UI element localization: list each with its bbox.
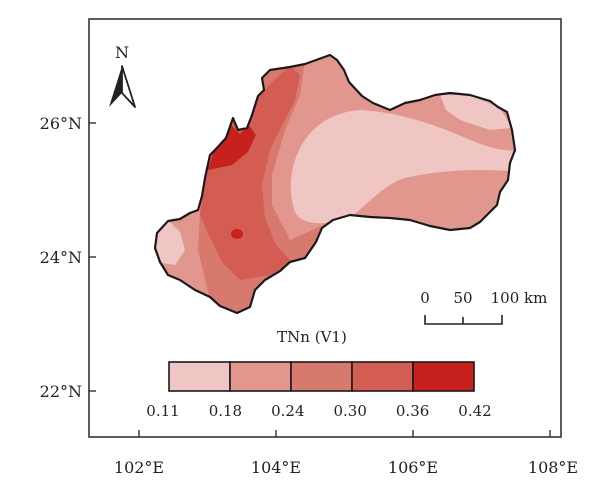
north-label: N (115, 43, 129, 62)
lon-tick-label: 102°E (114, 458, 164, 477)
scale-label-50: 50 (453, 289, 472, 307)
zone-darkest (208, 124, 256, 170)
legend-title: TNn (V1) (277, 328, 347, 346)
zone-lightest-center (290, 110, 515, 224)
legend-swatch (229, 361, 292, 392)
scale-label-100: 100 km (491, 289, 548, 307)
study-region (153, 53, 517, 315)
legend-break-label: 0.42 (458, 402, 491, 420)
legend-swatches (168, 361, 475, 392)
zone-lightest-east (440, 95, 512, 130)
map-frame (88, 18, 562, 438)
legend-break-label: 0.36 (396, 402, 429, 420)
legend-break-label: 0.18 (209, 402, 242, 420)
legend: TNn (V1) 0.11 0.18 0.24 0.30 0.36 0.42 (146, 328, 491, 420)
legend-swatch (351, 361, 414, 392)
legend-swatch (412, 361, 475, 392)
lat-tick-label: 26°N (40, 114, 82, 133)
lon-tick-label: 106°E (388, 458, 438, 477)
scale-bar-line (424, 315, 503, 325)
lat-tick-label: 22°N (40, 382, 82, 401)
lon-tick-label: 104°E (251, 458, 301, 477)
legend-labels: 0.11 0.18 0.24 0.30 0.36 0.42 (146, 402, 491, 420)
scale-bar: 0 50 100 km (420, 289, 548, 325)
zone-dark (200, 66, 300, 280)
scale-label-0: 0 (420, 289, 430, 307)
lat-axis: 26°N 24°N 22°N (40, 114, 96, 401)
zone-lightest-west (155, 222, 185, 265)
legend-break-label: 0.24 (271, 402, 304, 420)
lon-tick-label: 108°E (528, 458, 578, 477)
legend-break-label: 0.30 (333, 402, 366, 420)
legend-swatch (290, 361, 353, 392)
lon-axis: 102°E 104°E 106°E 108°E (114, 430, 578, 477)
legend-break-label: 0.11 (146, 402, 179, 420)
region-boundary (153, 53, 517, 315)
zone-darkest-spot (231, 229, 243, 239)
lat-tick-label: 24°N (40, 248, 82, 267)
north-arrow-icon: N (109, 43, 136, 108)
legend-swatch (168, 361, 231, 392)
